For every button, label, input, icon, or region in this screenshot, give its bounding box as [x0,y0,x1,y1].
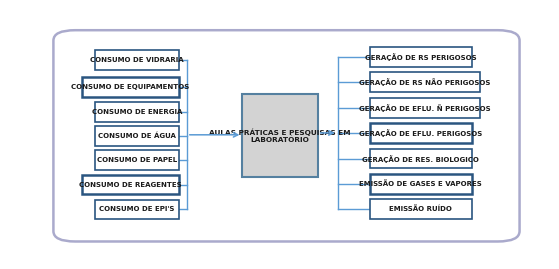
FancyBboxPatch shape [370,174,472,194]
FancyBboxPatch shape [95,150,179,169]
FancyBboxPatch shape [370,47,472,67]
Text: GERAÇÃO DE RES. BIOLOGICO: GERAÇÃO DE RES. BIOLOGICO [362,155,479,162]
Text: CONSUMO DE VIDRARIA: CONSUMO DE VIDRARIA [90,57,184,63]
FancyBboxPatch shape [95,102,179,122]
FancyBboxPatch shape [95,200,179,219]
Text: GERAÇÃO DE RS PERIGOSOS: GERAÇÃO DE RS PERIGOSOS [365,53,477,61]
FancyBboxPatch shape [370,199,472,219]
Text: CONSUMO DE ENERGIA: CONSUMO DE ENERGIA [92,109,182,115]
FancyBboxPatch shape [370,72,480,92]
FancyBboxPatch shape [242,94,318,177]
FancyBboxPatch shape [95,50,179,70]
Text: GERAÇÃO DE EFLU. PERIGOSOS: GERAÇÃO DE EFLU. PERIGOSOS [359,129,482,137]
FancyBboxPatch shape [370,149,472,168]
Text: CONSUMO DE REAGENTES: CONSUMO DE REAGENTES [79,182,182,187]
FancyBboxPatch shape [54,30,519,242]
Text: EMISSÃO DE GASES E VAPORES: EMISSÃO DE GASES E VAPORES [359,180,482,187]
FancyBboxPatch shape [95,126,179,146]
Text: CONSUMO DE ÁGUA: CONSUMO DE ÁGUA [98,133,176,139]
Text: CONSUMO DE EQUIPAMENTOS: CONSUMO DE EQUIPAMENTOS [72,84,190,90]
Text: GERAÇÃO DE RS NÃO PERIGOSOS: GERAÇÃO DE RS NÃO PERIGOSOS [359,78,491,86]
FancyBboxPatch shape [370,123,472,143]
Text: AULAS PRÁTICAS E PESQUISAS EM
LABORATÓRIO: AULAS PRÁTICAS E PESQUISAS EM LABORATÓRI… [209,128,350,143]
FancyBboxPatch shape [370,98,480,118]
Text: GERAÇÃO DE EFLU. Ñ PERIGOSOS: GERAÇÃO DE EFLU. Ñ PERIGOSOS [359,104,491,112]
FancyBboxPatch shape [82,77,179,97]
FancyBboxPatch shape [82,175,179,194]
Text: EMISSÃO RUÍDO: EMISSÃO RUÍDO [390,205,452,212]
Text: CONSUMO DE EPI'S: CONSUMO DE EPI'S [100,206,175,213]
Text: CONSUMO DE PAPEL: CONSUMO DE PAPEL [97,157,177,163]
